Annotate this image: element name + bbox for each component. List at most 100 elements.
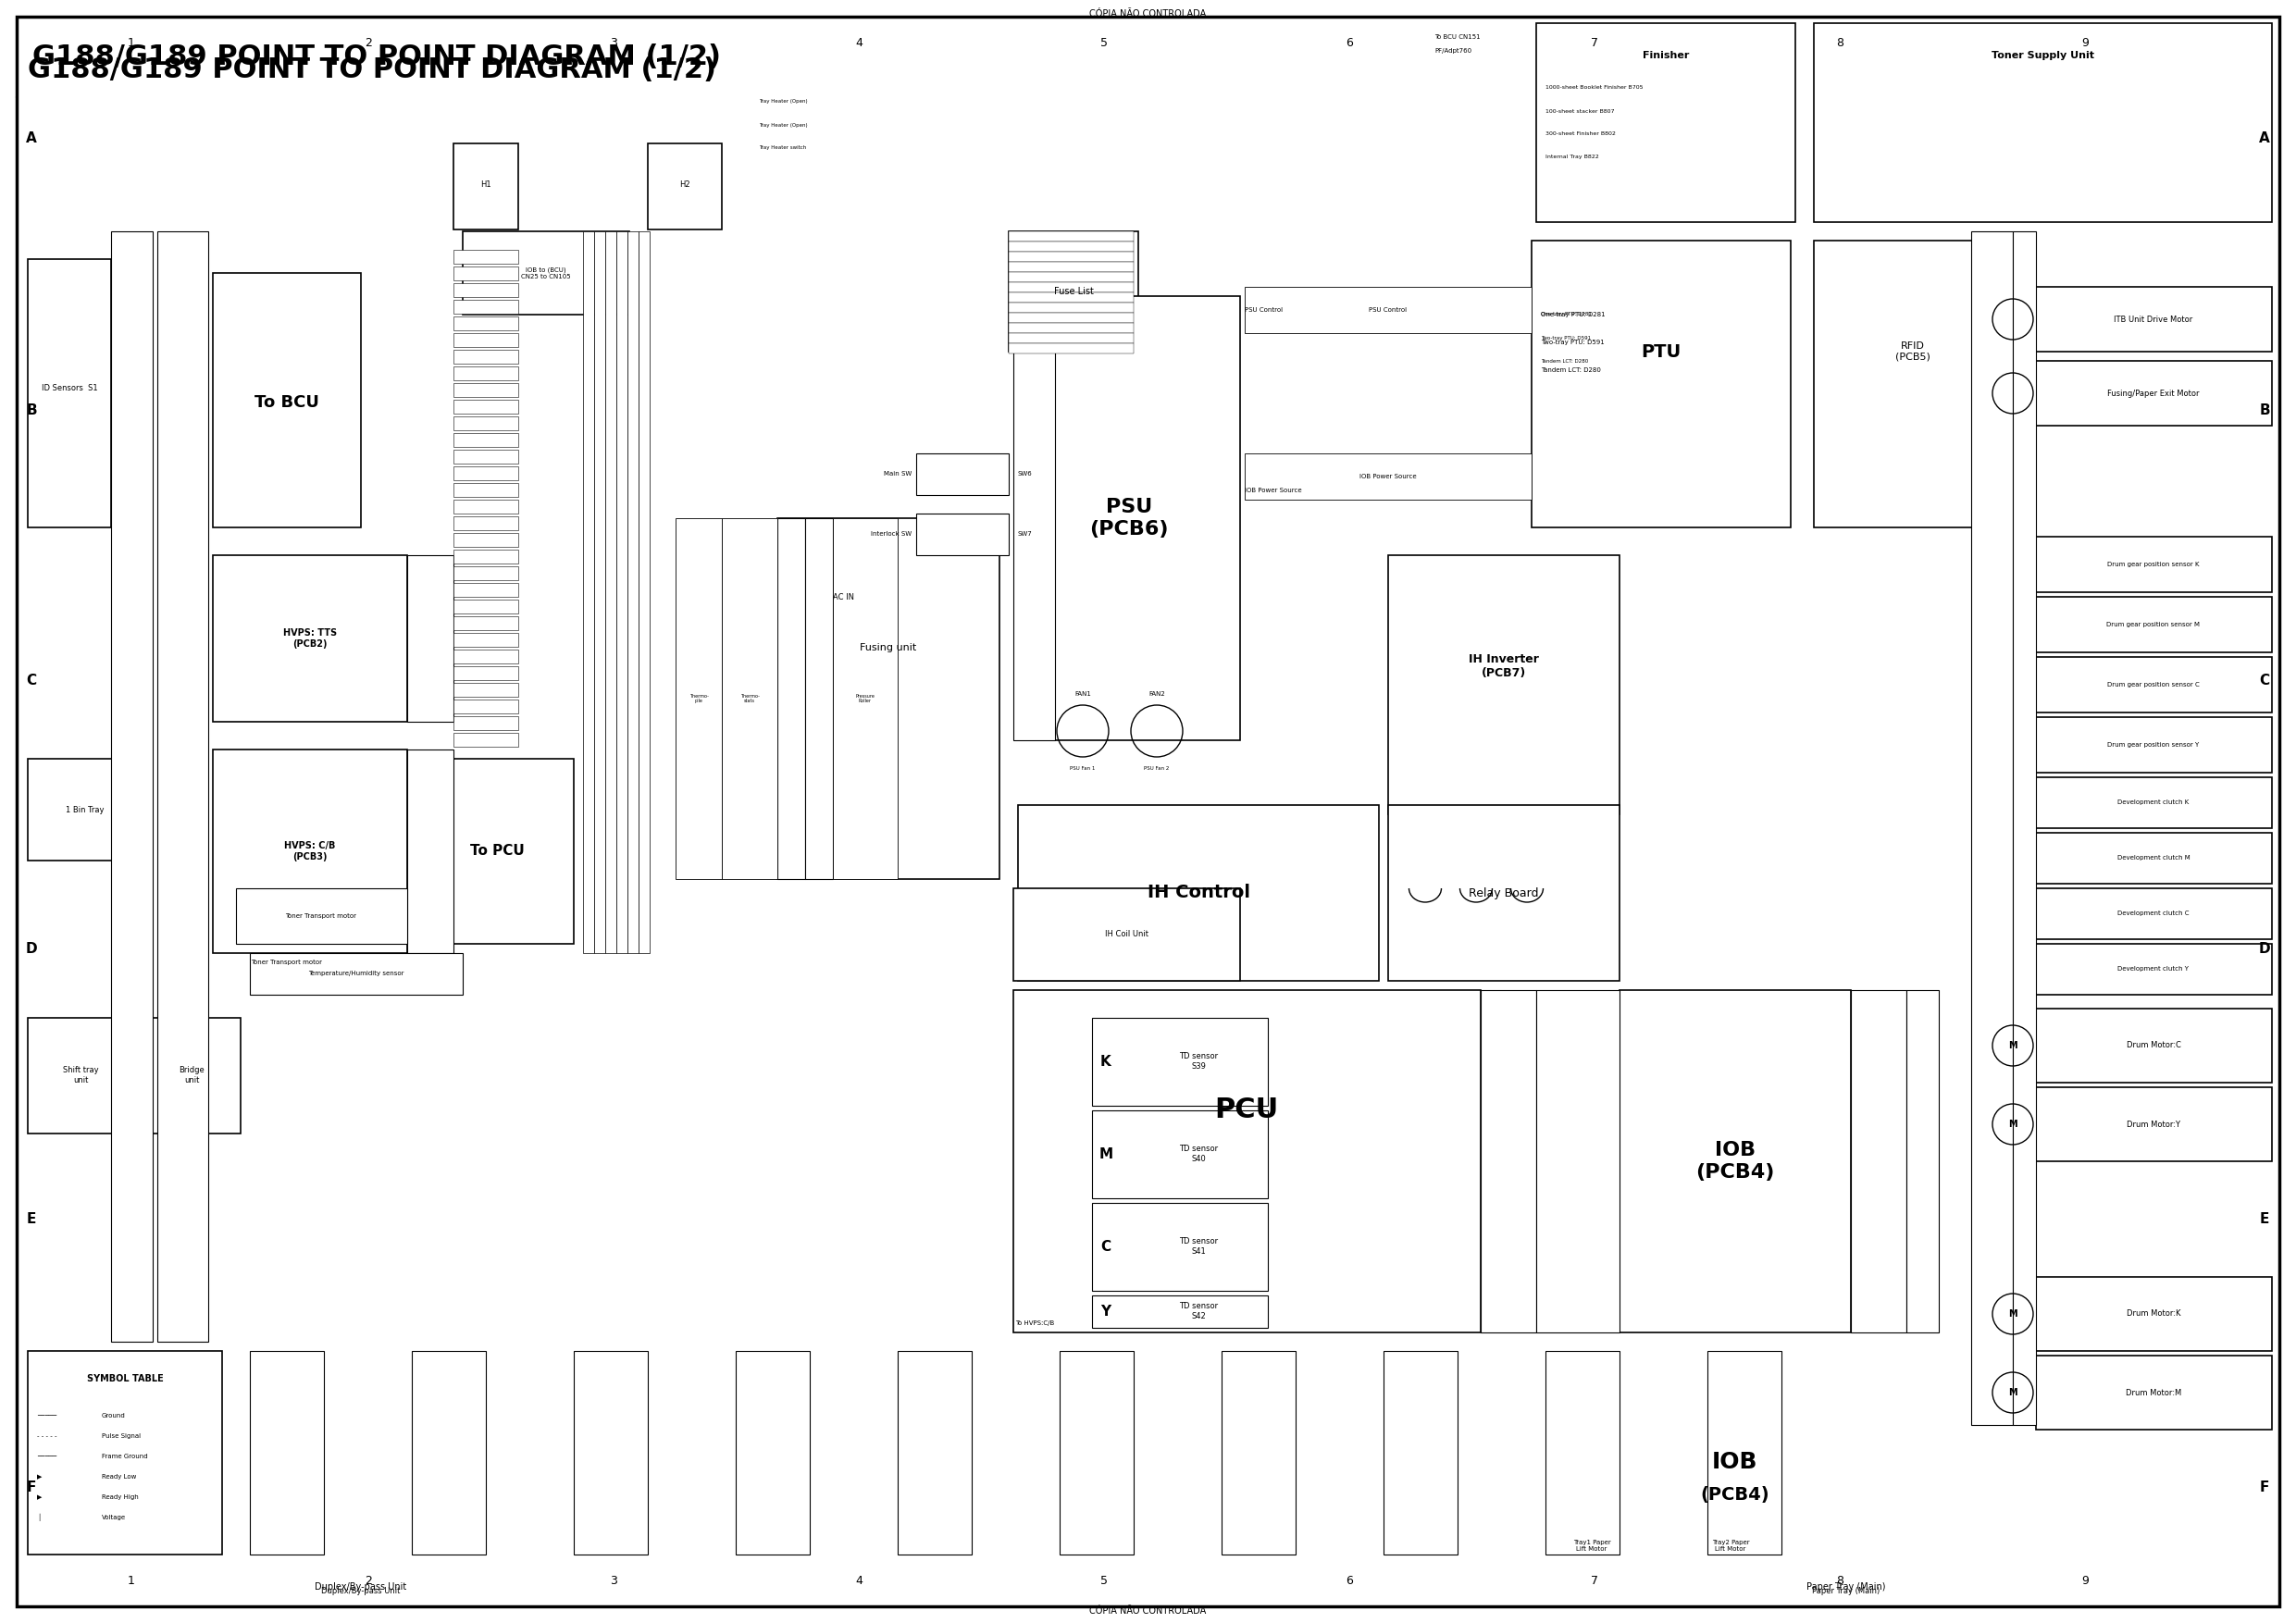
Text: A: A bbox=[2259, 131, 2271, 144]
Text: Drum gear position sensor K: Drum gear position sensor K bbox=[2108, 562, 2200, 566]
Text: RFID
(PCB5): RFID (PCB5) bbox=[1894, 341, 1931, 362]
Text: 4: 4 bbox=[854, 1574, 863, 1586]
Text: PSU Fan 2: PSU Fan 2 bbox=[1143, 766, 1169, 771]
Bar bbox=[2037, 597, 2273, 652]
Text: Ready High: Ready High bbox=[101, 1495, 138, 1500]
Bar bbox=[1851, 990, 1906, 1332]
Bar bbox=[455, 500, 519, 513]
Text: Thermo-
stats: Thermo- stats bbox=[739, 693, 760, 704]
Text: Drum gear position sensor Y: Drum gear position sensor Y bbox=[2108, 742, 2200, 748]
Bar bbox=[1244, 287, 1531, 333]
Text: Tandem LCT: D280: Tandem LCT: D280 bbox=[1541, 359, 1589, 364]
Text: 1000-sheet Booklet Finisher B705: 1000-sheet Booklet Finisher B705 bbox=[1545, 86, 1644, 91]
Bar bbox=[1545, 1350, 1619, 1555]
Text: Pulse Signal: Pulse Signal bbox=[101, 1433, 140, 1440]
Text: Drum Motor:Y: Drum Motor:Y bbox=[2126, 1120, 2181, 1128]
Bar bbox=[28, 760, 142, 860]
Bar bbox=[1017, 295, 1240, 740]
Text: Finisher: Finisher bbox=[1642, 50, 1690, 60]
Bar bbox=[806, 518, 833, 880]
Text: B: B bbox=[2259, 404, 2271, 417]
Text: Fusing unit: Fusing unit bbox=[861, 643, 916, 652]
Bar bbox=[406, 750, 455, 953]
Bar bbox=[1536, 990, 1619, 1332]
Text: F: F bbox=[28, 1480, 37, 1495]
Text: - - - - -: - - - - - bbox=[37, 1433, 57, 1440]
Bar bbox=[455, 417, 519, 430]
Bar bbox=[455, 399, 519, 414]
Bar bbox=[898, 1350, 971, 1555]
Text: Toner Supply Unit: Toner Supply Unit bbox=[1991, 50, 2094, 60]
Bar bbox=[1008, 252, 1134, 261]
Text: PSU Control: PSU Control bbox=[1368, 307, 1407, 313]
Bar bbox=[833, 518, 898, 880]
Bar bbox=[214, 273, 360, 527]
Text: G188/G189 POINT TO POINT DIAGRAM (1/2): G188/G189 POINT TO POINT DIAGRAM (1/2) bbox=[32, 44, 721, 71]
Bar bbox=[214, 555, 406, 722]
Bar bbox=[1093, 1110, 1267, 1198]
Bar bbox=[455, 734, 519, 747]
Text: Thermo-
pile: Thermo- pile bbox=[689, 693, 709, 704]
Bar bbox=[455, 566, 519, 579]
Text: SYMBOL TABLE: SYMBOL TABLE bbox=[87, 1375, 163, 1383]
Text: TD sensor
S39: TD sensor S39 bbox=[1178, 1052, 1217, 1070]
Text: 3: 3 bbox=[611, 37, 618, 49]
Text: 6: 6 bbox=[1345, 1574, 1352, 1586]
Text: To BCU: To BCU bbox=[255, 394, 319, 411]
Text: To HVPS:C/B: To HVPS:C/B bbox=[1015, 1321, 1054, 1326]
Text: C: C bbox=[25, 674, 37, 687]
Text: C: C bbox=[1100, 1240, 1111, 1253]
Text: F: F bbox=[2259, 1480, 2268, 1495]
Bar bbox=[583, 232, 595, 953]
Bar bbox=[1008, 344, 1134, 354]
Text: G188/G189 POINT TO POINT DIAGRAM (1/2): G188/G189 POINT TO POINT DIAGRAM (1/2) bbox=[28, 55, 716, 83]
Bar bbox=[455, 143, 519, 229]
Text: Shift tray
unit: Shift tray unit bbox=[62, 1066, 99, 1084]
Bar bbox=[455, 633, 519, 648]
Bar bbox=[455, 433, 519, 446]
Text: E: E bbox=[2259, 1212, 2268, 1225]
Bar bbox=[214, 750, 406, 953]
Text: CÓPIA NÃO CONTROLADA: CÓPIA NÃO CONTROLADA bbox=[1091, 10, 1205, 18]
Text: Development clutch Y: Development clutch Y bbox=[2117, 966, 2188, 972]
Text: 7: 7 bbox=[1591, 37, 1598, 49]
Text: Fuse List: Fuse List bbox=[1054, 287, 1093, 295]
Text: 2: 2 bbox=[365, 37, 372, 49]
Text: Drum gear position sensor M: Drum gear position sensor M bbox=[2108, 622, 2200, 628]
Text: 3: 3 bbox=[611, 1574, 618, 1586]
Bar bbox=[1481, 990, 1536, 1332]
Bar bbox=[455, 266, 519, 281]
Bar bbox=[455, 300, 519, 313]
Text: TD sensor
S42: TD sensor S42 bbox=[1178, 1302, 1217, 1319]
Bar bbox=[455, 351, 519, 364]
Bar bbox=[1389, 805, 1619, 980]
Text: IOB: IOB bbox=[1713, 1451, 1759, 1474]
Text: PTU: PTU bbox=[1642, 342, 1681, 360]
Text: M: M bbox=[2009, 1040, 2018, 1050]
Text: FAN1: FAN1 bbox=[1075, 691, 1091, 696]
Bar bbox=[250, 1350, 324, 1555]
Bar bbox=[2037, 888, 2273, 940]
Bar bbox=[455, 716, 519, 730]
Bar bbox=[455, 532, 519, 547]
Bar bbox=[110, 232, 154, 1342]
Bar bbox=[455, 617, 519, 630]
Text: Drum Motor:K: Drum Motor:K bbox=[2126, 1310, 2181, 1318]
Text: PCU: PCU bbox=[1215, 1097, 1279, 1123]
Bar bbox=[1008, 261, 1134, 273]
Bar bbox=[250, 953, 464, 995]
Text: Voltage: Voltage bbox=[101, 1514, 126, 1521]
Bar bbox=[455, 282, 519, 297]
Bar bbox=[735, 1350, 810, 1555]
Text: 1: 1 bbox=[129, 37, 135, 49]
Text: Paper Tray (Main): Paper Tray (Main) bbox=[1807, 1582, 1885, 1592]
Bar bbox=[2037, 945, 2273, 995]
Text: D: D bbox=[2259, 943, 2271, 956]
Bar bbox=[1244, 453, 1531, 500]
Text: Bridge
unit: Bridge unit bbox=[179, 1066, 204, 1084]
Bar bbox=[1093, 1018, 1267, 1105]
Bar bbox=[1061, 1350, 1134, 1555]
Text: TD sensor
S41: TD sensor S41 bbox=[1178, 1237, 1217, 1255]
Bar bbox=[1093, 1295, 1267, 1328]
Text: K: K bbox=[1100, 1055, 1111, 1068]
